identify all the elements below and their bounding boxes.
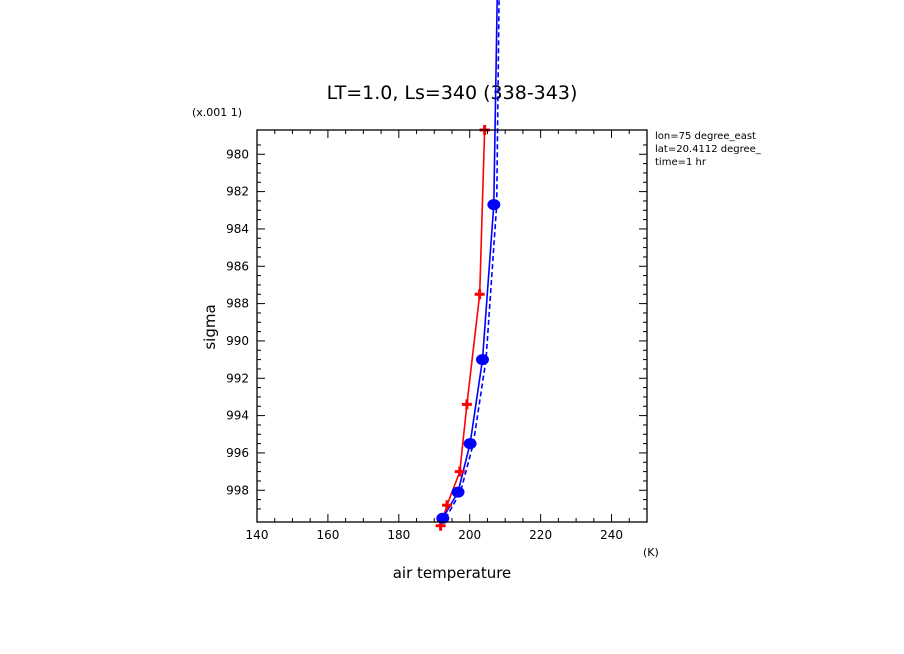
annotation-block: lon=75 degree_east lat=20.4112 degree_ t… [655, 131, 762, 168]
x-tick-label: 160 [316, 528, 339, 542]
series-0-marker-4 [474, 289, 485, 300]
y-tick-label: 988 [226, 297, 249, 311]
y-tick-label: 984 [226, 222, 249, 236]
series-0-marker-2 [454, 466, 465, 477]
y-tick-label: 996 [226, 446, 249, 460]
y-tick-label: 980 [226, 147, 249, 161]
series-0-line [439, 129, 486, 526]
chart-title: LT=1.0, Ls=340 (338-343) [327, 82, 578, 104]
y-unit-label: (x.001 1) [192, 106, 242, 119]
series-1-marker-2 [463, 438, 477, 450]
series-1-marker-3 [475, 354, 489, 366]
y-tick-label: 986 [226, 259, 249, 273]
axes: 140 160 180 200 220 240 980 982 984 986 988 990 992 9… [226, 129, 648, 542]
series-1-marker-1 [451, 486, 465, 498]
series-0-marker-1 [442, 500, 453, 511]
y-tick-label: 982 [226, 185, 249, 199]
series-1-marker-0 [436, 512, 450, 524]
y-axis-label: sigma [201, 304, 219, 349]
annotation-time: time=1 hr [655, 157, 707, 168]
x-unit-label: (K) [643, 546, 659, 559]
annotation-lon: lon=75 degree_east [655, 131, 756, 142]
x-tick-label: 140 [246, 528, 269, 542]
annotation-lat: lat=20.4112 degree_ [655, 144, 762, 155]
x-tick-label: 180 [387, 528, 410, 542]
y-tick-label: 992 [226, 371, 249, 385]
y-tick-label: 998 [226, 483, 249, 497]
y-tick-label: 990 [226, 334, 249, 348]
series-0-marker-3 [461, 399, 472, 410]
plot-data [435, 0, 501, 531]
x-tick-label: 200 [458, 528, 481, 542]
y-tick-label: 994 [226, 409, 249, 423]
plot-frame [256, 129, 648, 523]
x-axis-label: air temperature [393, 564, 512, 582]
series-1-marker-4 [487, 199, 501, 211]
x-tick-label: 220 [529, 528, 552, 542]
x-tick-label: 240 [600, 528, 623, 542]
